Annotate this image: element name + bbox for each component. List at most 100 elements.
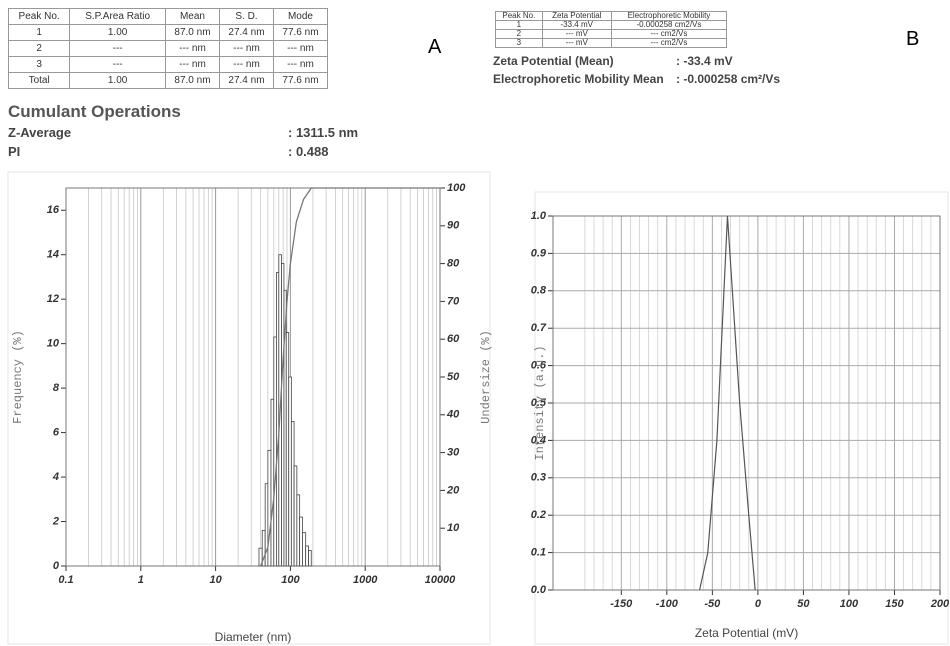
y2-tick-label: 20 — [446, 484, 460, 496]
row-label: Electrophoretic Mobility Mean — [493, 72, 664, 86]
y-tick-label: 0.4 — [531, 434, 546, 446]
column-header: Peak No. — [7, 8, 71, 25]
table-cell: --- — [69, 40, 166, 57]
chart-frame — [534, 191, 949, 645]
y-tick-label: 6 — [53, 426, 60, 438]
y-tick-label: 0.2 — [531, 509, 546, 521]
table-row: 3 --- mV --- cm2/Vs — [495, 38, 728, 48]
table-cell: --- nm — [272, 56, 329, 73]
histogram-bar — [267, 449, 272, 567]
header-row: Peak No. S.P.Area Ratio Mean S. D. Mode — [7, 8, 329, 25]
table-cell: 2 — [7, 40, 71, 57]
y2-tick-label: 50 — [447, 371, 460, 383]
table-cell: --- mV — [541, 38, 612, 48]
histogram-bar — [290, 421, 295, 567]
table-cell: 27.4 nm — [218, 24, 274, 41]
x-tick-label: -50 — [704, 598, 721, 610]
y-tick-label: 8 — [53, 382, 60, 394]
y-tick-label: 0 — [53, 560, 60, 572]
table-cell: Total — [7, 72, 71, 89]
x-tick-label: 0 — [755, 598, 762, 610]
table-cell: --- nm — [272, 40, 329, 57]
histogram-bar — [308, 550, 312, 567]
table-cell: --- nm — [164, 56, 220, 73]
table-row: 2 --- --- nm --- nm --- nm — [7, 40, 329, 57]
x-tick-label: 10 — [209, 574, 222, 586]
panel-label: B — [906, 28, 920, 50]
y-tick-label: 0.3 — [531, 472, 546, 484]
x-tick-label: 0.1 — [58, 574, 73, 586]
y-tick-label: 2 — [52, 515, 59, 527]
y2-tick-label: 10 — [447, 522, 460, 534]
y-tick-label: 16 — [47, 204, 60, 216]
row-value: : -0.000258 cm²/Vs — [676, 72, 781, 86]
y2-tick-label: 90 — [447, 220, 460, 232]
table-row: Total 1.00 87.0 nm 27.4 nm 77.6 nm — [7, 72, 329, 89]
histogram-bar — [296, 494, 301, 567]
x-tick-label: 100 — [281, 574, 300, 586]
table-cell: --- nm — [218, 56, 274, 73]
table-cell: --- cm2/Vs — [610, 38, 728, 48]
plot-border — [65, 187, 441, 567]
row-value: : 1311.5 nm — [288, 125, 359, 140]
x-tick-label: 50 — [797, 598, 810, 610]
column-header: S.P.Area Ratio — [69, 8, 166, 25]
zeta-table: Peak No. Zeta Potential Electrophoretic Mo… — [495, 11, 728, 48]
table-cell: 77.6 nm — [272, 72, 329, 89]
y2-tick-label: 60 — [447, 333, 460, 345]
column-header: Mean — [164, 8, 220, 25]
y-tick-label: 0.0 — [531, 584, 547, 596]
table-cell: 77.6 nm — [272, 24, 329, 41]
histogram-bar — [270, 398, 275, 567]
table-cell: 3 — [495, 38, 543, 48]
y-axis-label: Frequency (%) — [11, 330, 25, 424]
table-cell: --- — [69, 56, 166, 73]
x-tick-label: 1 — [138, 574, 144, 586]
table-cell: 27.4 nm — [218, 72, 274, 89]
cumulative-line — [260, 187, 440, 567]
y-tick-label: 0.1 — [531, 547, 546, 559]
histogram-bar — [293, 465, 298, 567]
y2-tick-label: 40 — [446, 409, 460, 421]
y2-tick-label: 70 — [447, 295, 460, 307]
table-cell: 87.0 nm — [164, 72, 220, 89]
table-cell: 1.00 — [69, 72, 166, 89]
y-tick-label: 0.5 — [531, 397, 547, 409]
x-tick-label: 1000 — [353, 574, 378, 586]
y2-tick-label: 80 — [447, 258, 460, 270]
table-cell: 1 — [7, 24, 71, 41]
histogram-bar — [302, 532, 307, 567]
y-tick-label: 14 — [47, 249, 59, 261]
y-tick-label: 4 — [52, 471, 59, 483]
x-tick-label: 150 — [885, 598, 904, 610]
row-label: PI — [8, 144, 21, 159]
y-tick-label: 12 — [47, 293, 59, 305]
row-label: Zeta Potential (Mean) — [493, 54, 614, 68]
histogram-bar — [299, 516, 303, 567]
section-title: Cumulant Operations — [8, 102, 181, 121]
x-tick-label: 10000 — [425, 574, 456, 586]
row-value: : -33.4 mV — [676, 54, 733, 68]
x-tick-label: 200 — [930, 598, 950, 610]
y-tick-label: 0.9 — [531, 247, 547, 259]
y-axis-label: Intensity (a.u.) — [533, 345, 547, 460]
panel-label: A — [428, 36, 442, 58]
column-header: S. D. — [218, 8, 274, 25]
table-cell: --- nm — [164, 40, 220, 57]
table-cell: 3 — [7, 56, 71, 73]
y-tick-label: 0.7 — [531, 322, 547, 334]
y-tick-label: 10 — [47, 338, 60, 350]
column-header: Mode — [272, 8, 329, 25]
table-cell: 87.0 nm — [164, 24, 220, 41]
histogram-bar — [305, 545, 309, 567]
y-tick-label: 0.8 — [531, 285, 547, 297]
table-row: 1 1.00 87.0 nm 27.4 nm 77.6 nm — [7, 24, 329, 41]
y-tick-label: 1.0 — [531, 210, 547, 222]
x-axis-label: Diameter (nm) — [215, 630, 292, 644]
plot-border — [552, 215, 941, 591]
zeta-line — [699, 215, 756, 591]
x-tick-label: -150 — [610, 598, 633, 610]
table-cell: 1.00 — [69, 24, 166, 41]
